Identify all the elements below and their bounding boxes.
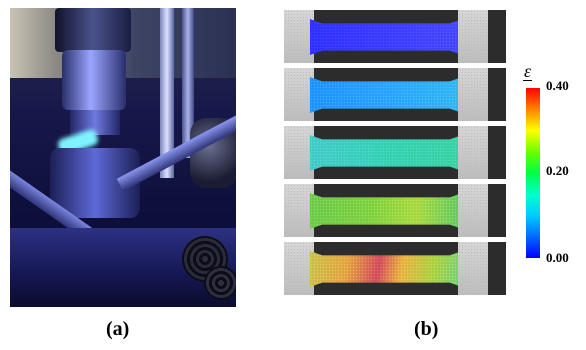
strain-map: [310, 19, 462, 55]
panel-a-label: (a): [106, 318, 130, 340]
strain-map: [310, 251, 462, 287]
right-grip: [458, 184, 488, 237]
setup-photo: [10, 8, 236, 307]
left-grip: [284, 10, 314, 63]
colorbar-tick-min: 0.00: [546, 250, 569, 265]
panel-b-label: (b): [414, 318, 439, 340]
left-grip: [284, 126, 314, 179]
dic-frame: [284, 10, 506, 66]
dic-frame: [284, 242, 506, 298]
right-grip: [458, 242, 488, 295]
right-grip: [458, 68, 488, 121]
strain-map: [310, 77, 462, 113]
colorbar-tick-mid: 0.20: [546, 163, 569, 178]
dic-frame: [284, 68, 506, 124]
strain-map: [310, 193, 462, 229]
left-grip: [284, 68, 314, 121]
right-grip: [458, 10, 488, 63]
colorbar-title: ε: [523, 61, 533, 81]
dic-frame: [284, 184, 506, 240]
left-grip: [284, 184, 314, 237]
dic-frame: [284, 126, 506, 182]
colorbar-tick-max: 0.40: [546, 78, 569, 93]
left-grip: [284, 242, 314, 295]
right-grip: [458, 126, 488, 179]
dic-strain-frames: [284, 10, 506, 300]
strain-map: [310, 135, 462, 171]
colorbar: [526, 88, 540, 258]
